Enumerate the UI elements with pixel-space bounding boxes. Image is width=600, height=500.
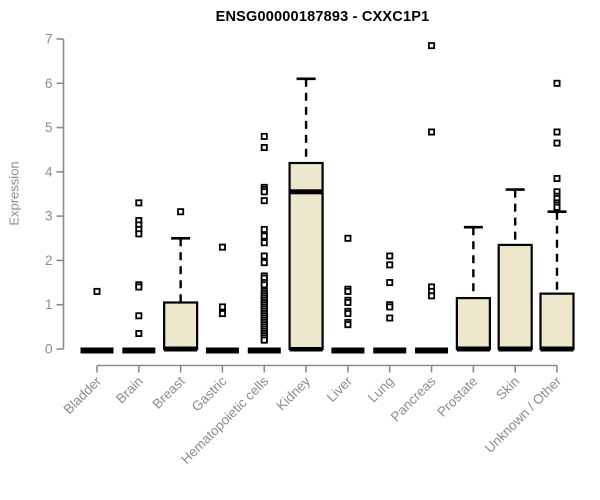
outlier-point [553,203,561,211]
outlier-point [93,287,101,295]
category-label: Prostate [434,374,480,420]
outlier-point [260,239,268,247]
median-line [164,346,198,352]
category-label: Liver [324,373,356,405]
collapsed-box-median [205,347,239,354]
category-label: Gastric [189,373,230,414]
chart-title: ENSG00000187893 - CXXC1P1 [215,9,430,25]
category-label: Bladder [61,373,105,417]
outlier-point [553,174,561,182]
collapsed-box-median [80,347,114,354]
median-line [540,346,574,352]
outlier-point [135,199,143,207]
y-tick-label: 1 [45,297,53,312]
outlier-point [386,252,394,260]
box [539,292,575,351]
median-line [289,189,323,195]
outlier-point [218,310,226,318]
collapsed-box-median [331,347,365,354]
outlier-point [135,230,143,238]
box-bottom-bar [289,347,323,352]
outlier-point [553,139,561,147]
category-label: Unknown / Other [482,373,565,456]
category-label: Breast [150,373,188,411]
outlier-point [260,132,268,140]
y-tick-label: 0 [45,342,53,357]
outlier-point [260,188,268,196]
collapsed-box-median [122,347,156,354]
outlier-point [260,232,268,240]
outlier-point [344,321,352,329]
outlier-point [344,310,352,318]
outlier-point [135,312,143,320]
outlier-point [344,287,352,295]
outlier-point [260,259,268,267]
outlier-point [344,298,352,306]
outlier-point [386,279,394,287]
box [163,301,199,351]
outlier-point [260,197,268,205]
collapsed-box-median [373,347,407,354]
outlier-point [553,79,561,87]
outlier-point [553,128,561,136]
collapsed-box-median [247,347,281,354]
outlier-point [428,292,436,300]
collapsed-box-median [415,347,449,354]
y-tick-label: 6 [45,76,53,91]
category-label: Lung [365,374,397,406]
outlier-point [177,208,185,216]
box [455,296,491,351]
outlier-point [428,42,436,50]
outlier-point [386,314,394,322]
median-line [498,346,532,352]
category-label: Brain [113,374,146,407]
outlier-point [428,128,436,136]
outlier-point [260,225,268,233]
outlier-point [386,261,394,269]
outlier-point [135,283,143,291]
outlier-point [260,336,268,344]
outlier-point [344,234,352,242]
median-line [456,346,490,352]
category-label: Pancreas [388,373,439,424]
outlier-point [218,243,226,251]
outlier-point [386,303,394,311]
y-tick-label: 5 [45,120,53,135]
outlier-point [135,329,143,337]
category-label: Skin [493,374,522,403]
y-tick-label: 7 [45,32,53,47]
y-tick-label: 2 [45,253,53,268]
category-label: Kidney [273,373,313,413]
y-tick-label: 3 [45,209,53,224]
y-tick-label: 4 [45,164,53,179]
box [497,243,533,351]
outlier-point [260,252,268,260]
outlier-point [218,303,226,311]
outlier-point [260,143,268,151]
outlier-point [260,281,268,289]
